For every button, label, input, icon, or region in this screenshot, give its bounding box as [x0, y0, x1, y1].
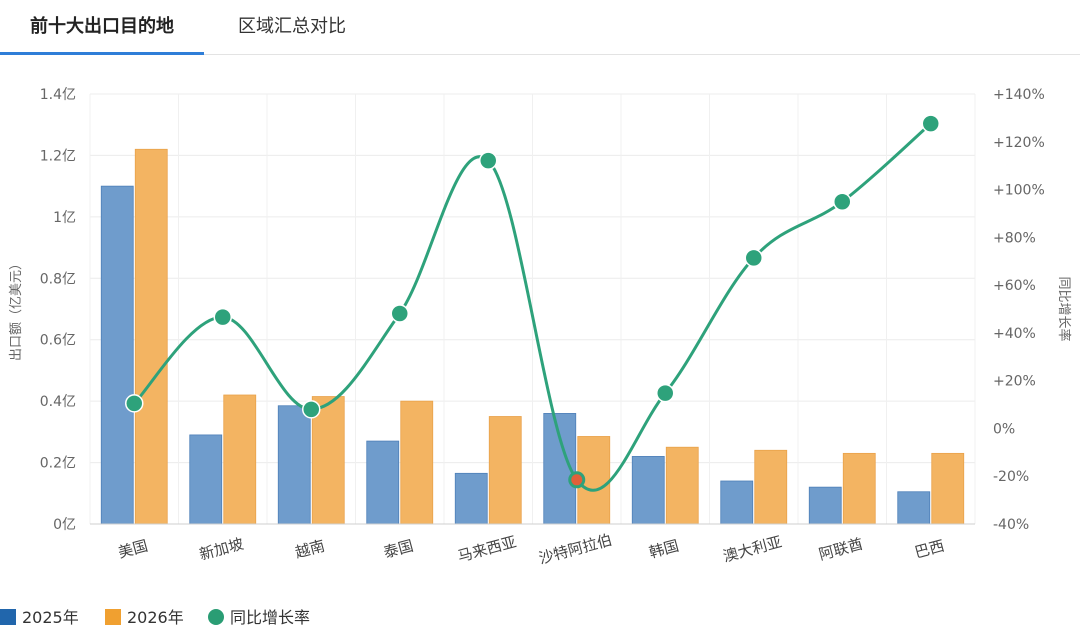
- bar-2025: [454, 472, 488, 525]
- legend-label-growth: 同比增长率: [230, 608, 311, 627]
- y-left-tick-label: 1亿: [53, 210, 76, 226]
- x-category-label: 泰国: [382, 537, 416, 562]
- growth-point: [125, 394, 144, 413]
- growth-point: [568, 471, 586, 489]
- legend-item-2025[interactable]: 2025年: [0, 606, 79, 630]
- growth-point: [921, 114, 940, 133]
- bar-2025: [366, 440, 400, 525]
- y-left-tick-label: 1.2亿: [40, 148, 76, 164]
- x-category-label: 沙特阿拉伯: [537, 531, 614, 568]
- bar-2026: [400, 400, 434, 525]
- bar-2026: [931, 452, 965, 525]
- bar-2025: [631, 456, 665, 525]
- growth-point: [479, 151, 498, 170]
- legend-item-growth[interactable]: 同比增长率: [208, 606, 310, 630]
- y-left-tick-label: 0.2亿: [40, 456, 76, 472]
- tab-region-summary[interactable]: 区域汇总对比: [204, 0, 380, 54]
- x-category-label: 韩国: [647, 537, 681, 562]
- y-right-tick-label: +100%: [993, 183, 1045, 199]
- y-right-tick-label: -40%: [993, 517, 1029, 533]
- active-tab-indicator: [0, 52, 204, 55]
- growth-point: [744, 248, 763, 268]
- x-category-label: 新加坡: [197, 535, 245, 564]
- x-category-label: 越南: [293, 537, 327, 562]
- x-category-label: 阿联酋: [817, 535, 865, 564]
- bar-2025: [720, 480, 754, 525]
- tab-bar: 前十大出口目的地 区域汇总对比: [0, 0, 1080, 55]
- legend-label-2026: 2026年: [127, 608, 184, 627]
- y-left-axis-title: 出口额（亿美元）: [9, 257, 24, 361]
- x-category-label: 马来西亚: [456, 533, 519, 566]
- y-right-tick-label: -20%: [993, 469, 1029, 485]
- tab-top-destinations[interactable]: 前十大出口目的地: [0, 0, 204, 55]
- growth-line-path: [133, 122, 932, 492]
- bar-2026: [223, 394, 257, 525]
- y-right-tick-label: +40%: [993, 326, 1036, 342]
- tab-top-destinations-label: 前十大出口目的地: [30, 16, 174, 37]
- x-category-label: 巴西: [913, 537, 947, 562]
- x-category-label: 美国: [116, 537, 150, 562]
- y-right-tick-label: +120%: [993, 135, 1045, 151]
- y-right-tick-label: +80%: [993, 230, 1036, 246]
- y-right-tick-label: +20%: [993, 374, 1036, 390]
- legend-item-2026[interactable]: 2026年: [105, 606, 184, 630]
- y-left-tick-label: 0亿: [53, 517, 76, 533]
- bar-2025: [100, 185, 134, 525]
- y-right-tick-label: +60%: [993, 278, 1036, 294]
- legend-swatch-2026: [105, 609, 121, 625]
- y-right-tick-label: +140%: [993, 87, 1045, 103]
- bar-2026: [665, 446, 699, 525]
- growth-point: [302, 400, 321, 419]
- y-right-tick-label: 0%: [993, 421, 1015, 437]
- y-left-tick-label: 1.4亿: [40, 87, 76, 103]
- export-chart: 0亿 0.2亿 0.4亿 0.6亿 0.8亿 1亿 1.2亿 1.4亿 -40% -20% 0% +2…: [9, 87, 1072, 568]
- y-left-tick-label: 0.6亿: [40, 333, 76, 349]
- y-right-axis-title: 同比增长率: [1056, 276, 1072, 341]
- legend-swatch-growth: [208, 609, 224, 625]
- bar-2025: [189, 434, 223, 525]
- bar-2025: [897, 491, 931, 525]
- bar-2025: [277, 405, 311, 525]
- growth-point: [213, 307, 232, 327]
- legend-swatch-2025: [0, 609, 16, 625]
- bar-2026: [134, 148, 168, 525]
- growth-point: [833, 192, 852, 211]
- tab-region-summary-label: 区域汇总对比: [238, 16, 346, 37]
- bar-2026: [754, 449, 788, 525]
- bar-2026: [842, 452, 876, 525]
- growth-line: [125, 114, 940, 492]
- y-left-tick-label: 0.4亿: [40, 394, 76, 410]
- x-category-label: 澳大利亚: [721, 533, 784, 566]
- growth-point: [390, 304, 409, 323]
- growth-point: [656, 383, 675, 403]
- bar-2026: [488, 416, 522, 525]
- bar-2025: [808, 486, 842, 525]
- legend-label-2025: 2025年: [22, 608, 79, 627]
- bars: [100, 148, 965, 525]
- y-left-tick-label: 0.8亿: [40, 271, 76, 287]
